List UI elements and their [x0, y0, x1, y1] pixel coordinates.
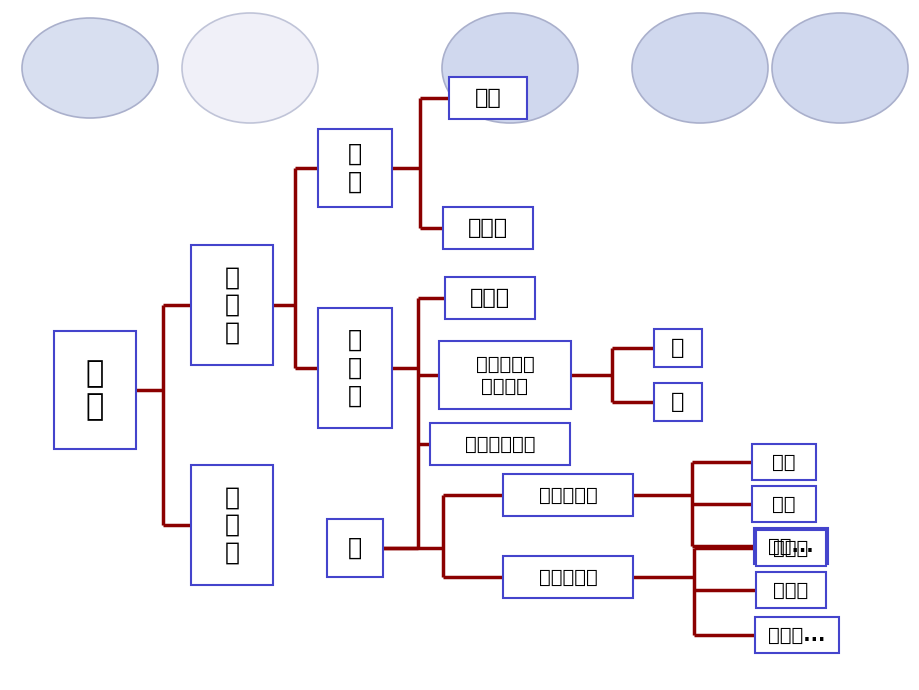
FancyBboxPatch shape [754, 528, 827, 564]
Text: 按金属离子: 按金属离子 [538, 486, 596, 504]
Text: 钾盐: 钾盐 [771, 495, 795, 513]
Text: 纯
净
物: 纯 净 物 [224, 265, 239, 345]
Text: 氧化物对应
的水化物: 氧化物对应 的水化物 [475, 355, 534, 395]
Text: 氧化物: 氧化物 [470, 288, 509, 308]
Text: 按酸根离子: 按酸根离子 [538, 567, 596, 586]
FancyBboxPatch shape [755, 530, 825, 566]
Text: 非金属氢化物: 非金属氢化物 [464, 435, 535, 453]
FancyBboxPatch shape [755, 572, 825, 608]
Ellipse shape [182, 13, 318, 123]
Text: 盐酸盐: 盐酸盐 [773, 538, 808, 558]
FancyBboxPatch shape [191, 245, 273, 365]
FancyBboxPatch shape [445, 277, 535, 319]
FancyBboxPatch shape [751, 486, 815, 522]
Text: 非金属: 非金属 [468, 218, 507, 238]
Text: 碳酸盐...: 碳酸盐... [767, 626, 824, 644]
FancyBboxPatch shape [653, 329, 701, 367]
FancyBboxPatch shape [448, 77, 527, 119]
Text: 酸: 酸 [671, 338, 684, 358]
Text: 物
质: 物 质 [85, 359, 104, 422]
FancyBboxPatch shape [503, 474, 632, 516]
FancyBboxPatch shape [751, 444, 815, 480]
Text: 化
合
物: 化 合 物 [347, 328, 362, 408]
FancyBboxPatch shape [438, 341, 571, 409]
FancyBboxPatch shape [653, 383, 701, 421]
FancyBboxPatch shape [429, 423, 570, 465]
FancyBboxPatch shape [443, 207, 532, 249]
Text: 硫酸盐: 硫酸盐 [773, 580, 808, 600]
FancyBboxPatch shape [191, 465, 273, 585]
Text: 碱: 碱 [671, 392, 684, 412]
Text: 混
合
物: 混 合 物 [224, 485, 239, 565]
FancyBboxPatch shape [754, 617, 838, 653]
Text: 金属: 金属 [474, 88, 501, 108]
FancyBboxPatch shape [54, 331, 136, 449]
FancyBboxPatch shape [503, 556, 632, 598]
FancyBboxPatch shape [318, 308, 391, 428]
Text: 盐: 盐 [347, 536, 362, 560]
Ellipse shape [771, 13, 907, 123]
Ellipse shape [22, 18, 158, 118]
Text: 钠盐: 钠盐 [771, 453, 795, 471]
Text: 单
质: 单 质 [347, 142, 362, 194]
Ellipse shape [631, 13, 767, 123]
Ellipse shape [441, 13, 577, 123]
FancyBboxPatch shape [318, 129, 391, 207]
FancyBboxPatch shape [326, 519, 382, 577]
Text: 钙盐...: 钙盐... [767, 537, 813, 555]
